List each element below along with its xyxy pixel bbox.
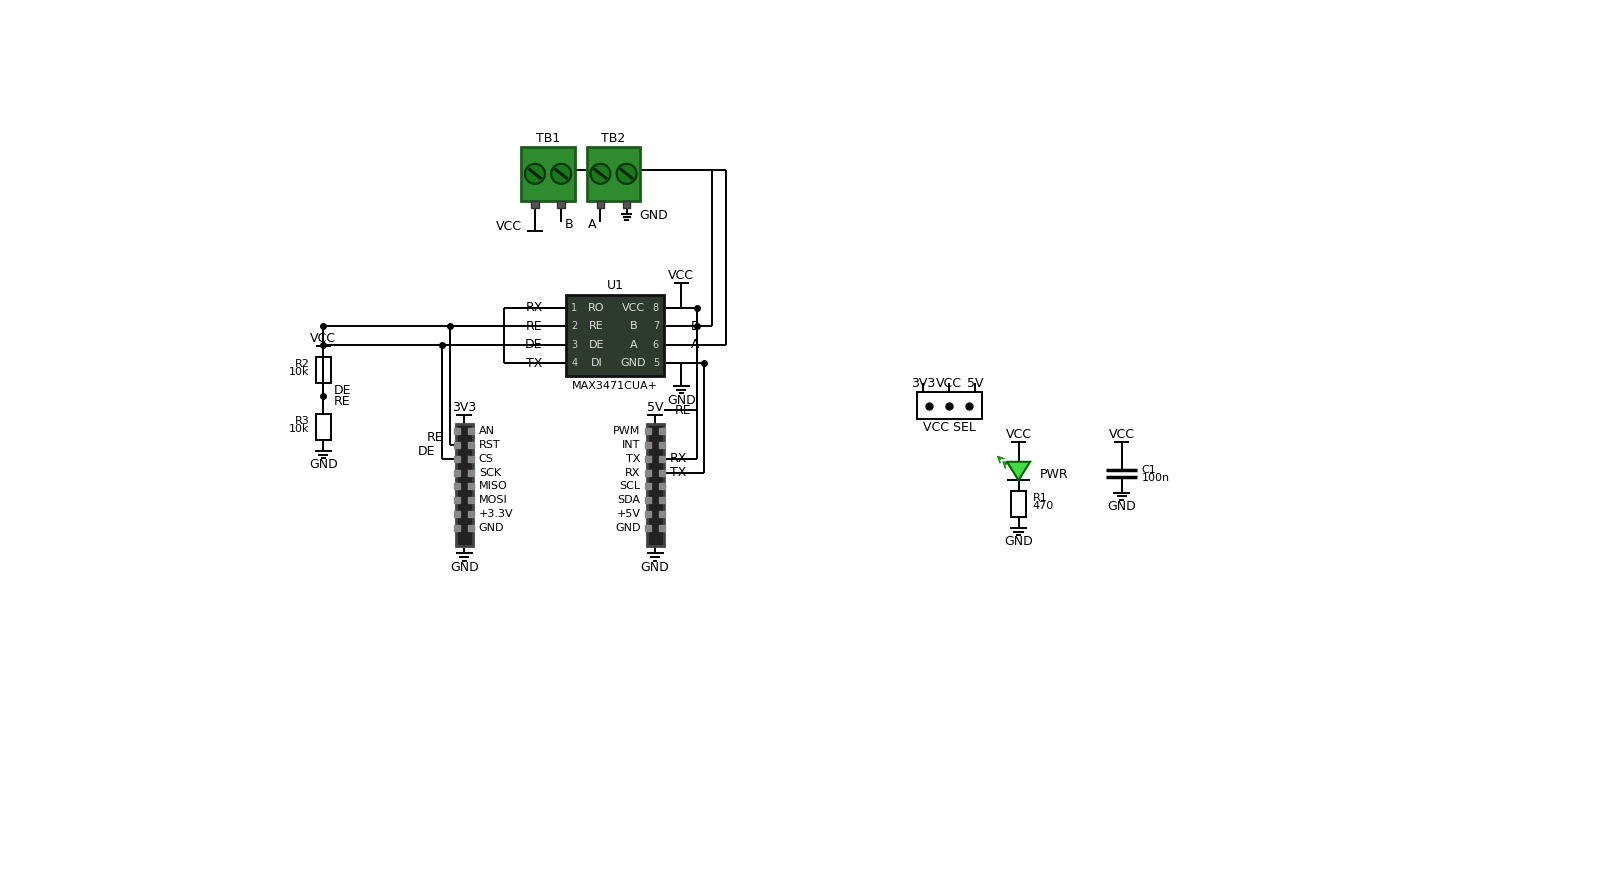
Bar: [315, 357, 331, 383]
Circle shape: [590, 164, 611, 184]
Bar: [521, 147, 576, 201]
Bar: [622, 201, 630, 207]
Text: A: A: [691, 338, 699, 351]
Text: VCC: VCC: [622, 303, 644, 313]
Text: U1: U1: [606, 279, 624, 292]
Text: AN: AN: [478, 426, 494, 436]
Text: RX: RX: [625, 468, 641, 477]
Text: GND: GND: [478, 523, 504, 533]
Text: VCC: VCC: [1006, 428, 1031, 441]
Text: SCK: SCK: [478, 468, 500, 477]
Text: DE: DE: [419, 444, 435, 457]
Text: 100n: 100n: [1142, 473, 1170, 483]
Text: PWM: PWM: [612, 426, 641, 436]
Text: 3V3: 3V3: [911, 377, 935, 389]
Text: TX: TX: [526, 357, 542, 370]
Text: DE: DE: [334, 384, 352, 397]
Polygon shape: [1007, 462, 1030, 480]
Text: MOSI: MOSI: [478, 496, 507, 505]
Text: DE: DE: [524, 338, 542, 351]
Text: VCC: VCC: [668, 269, 694, 282]
Text: 10k: 10k: [289, 368, 309, 377]
Text: RE: RE: [427, 430, 443, 443]
Circle shape: [552, 164, 571, 184]
Text: TX: TX: [627, 454, 641, 463]
Text: GND: GND: [641, 561, 670, 574]
Bar: [566, 295, 664, 375]
Text: R1: R1: [1033, 493, 1047, 503]
Text: RX: RX: [526, 301, 542, 314]
Text: MISO: MISO: [478, 482, 507, 491]
Text: TB1: TB1: [536, 132, 560, 145]
Text: C1: C1: [1142, 464, 1156, 475]
Text: VCC: VCC: [310, 332, 336, 345]
Text: INT: INT: [622, 440, 641, 449]
Text: RE: RE: [526, 320, 542, 333]
Text: 470: 470: [1033, 502, 1054, 511]
Text: VCC: VCC: [496, 219, 521, 233]
Text: 3: 3: [571, 340, 577, 350]
Bar: [456, 424, 473, 546]
Text: DE: DE: [588, 340, 604, 350]
Text: B: B: [630, 321, 638, 331]
Text: 5V: 5V: [648, 401, 664, 414]
Text: +3.3V: +3.3V: [478, 510, 513, 519]
Text: 7: 7: [652, 321, 659, 331]
Text: GND: GND: [309, 458, 337, 471]
Text: RE: RE: [675, 404, 692, 416]
Circle shape: [617, 164, 636, 184]
Bar: [916, 393, 982, 419]
Text: TX: TX: [670, 466, 686, 479]
Text: A: A: [588, 218, 596, 231]
Text: 1: 1: [571, 303, 577, 313]
Text: +5V: +5V: [617, 510, 641, 519]
Bar: [531, 201, 539, 207]
Text: VCC: VCC: [1108, 428, 1135, 441]
Text: A: A: [630, 340, 638, 350]
Text: 5V: 5V: [967, 377, 983, 389]
Text: RE: RE: [588, 321, 604, 331]
Text: GND: GND: [667, 394, 696, 407]
Text: B: B: [691, 320, 699, 333]
Bar: [587, 147, 641, 201]
Text: DI: DI: [590, 358, 603, 368]
Circle shape: [524, 164, 545, 184]
Text: GND: GND: [640, 209, 668, 222]
Text: 8: 8: [652, 303, 659, 313]
Text: R2: R2: [294, 359, 309, 369]
Text: SDA: SDA: [617, 496, 641, 505]
Text: 5: 5: [652, 358, 659, 368]
Text: GND: GND: [1004, 536, 1033, 549]
Text: VCC: VCC: [937, 377, 963, 389]
Bar: [646, 424, 664, 546]
Text: SCL: SCL: [619, 482, 641, 491]
Text: GND: GND: [1108, 500, 1135, 513]
Text: 4: 4: [571, 358, 577, 368]
Text: 3V3: 3V3: [453, 401, 477, 414]
Text: 2: 2: [571, 321, 577, 331]
Bar: [596, 201, 604, 207]
Text: GND: GND: [449, 561, 478, 574]
Text: MAX3471CUA+: MAX3471CUA+: [572, 381, 659, 391]
Text: B: B: [564, 218, 574, 231]
Text: RE: RE: [334, 395, 350, 408]
Text: GND: GND: [616, 523, 641, 533]
Bar: [1011, 491, 1027, 517]
Text: RST: RST: [478, 440, 500, 449]
Text: 10k: 10k: [289, 424, 309, 435]
Bar: [558, 201, 564, 207]
Text: R3: R3: [294, 416, 309, 426]
Text: CS: CS: [478, 454, 494, 463]
Text: 6: 6: [652, 340, 659, 350]
Text: PWR: PWR: [1039, 468, 1068, 481]
Text: VCC SEL: VCC SEL: [923, 422, 975, 435]
Text: TB2: TB2: [601, 132, 625, 145]
Bar: [315, 414, 331, 440]
Text: GND: GND: [620, 358, 646, 368]
Text: RO: RO: [588, 303, 604, 313]
Text: RX: RX: [670, 452, 688, 465]
